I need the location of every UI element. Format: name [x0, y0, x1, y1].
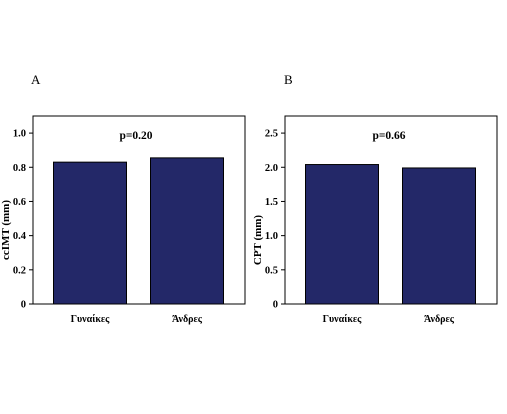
panel-b-ylabel: CPT (mm): [252, 215, 264, 266]
panel-a-ytick-label: 1.0: [13, 129, 26, 140]
panel-b-ytick-label: 0: [273, 300, 278, 311]
panel-a-category-label: Άνδρες: [172, 314, 203, 325]
panel-a-letter: A: [31, 72, 41, 87]
panel-a: A p=0.20 ccIMT (mm) 0 0.2 0.4 0.6 0.8 1.0 Γυνα…: [0, 72, 246, 325]
panel-b-category-label: Άνδρες: [424, 314, 455, 325]
panel-b-annotation: p=0.66: [372, 130, 405, 142]
panel-a-ytick-label: 0: [21, 300, 26, 311]
panel-a-plot: 0 0.2 0.4 0.6 0.8 1.0 Γυναίκες Άνδρες: [13, 115, 246, 325]
panel-b: B p=0.66 CPT (mm) 0 0.5 1.0 1.5 2.0 2.5 Γυναίκ…: [252, 72, 498, 325]
panel-a-ytick-label: 0.4: [13, 231, 27, 242]
panel-b-ytick-label: 0.5: [265, 265, 278, 276]
panel-b-frame: [284, 115, 498, 305]
panel-a-category-label: Γυναίκες: [71, 314, 111, 325]
panel-b-letter: B: [284, 72, 293, 87]
panel-b-ytick-label: 1.5: [265, 197, 278, 208]
panel-b-plot: 0 0.5 1.0 1.5 2.0 2.5 Γυναίκες Άνδρες: [265, 115, 498, 325]
panel-a-bar: [53, 161, 127, 305]
panel-a-frame: [32, 115, 246, 305]
panel-b-category-label: Γυναίκες: [323, 314, 363, 325]
panel-b-ytick-label: 2.0: [265, 163, 278, 174]
panel-a-bar: [150, 157, 224, 305]
panel-a-ytick-label: 0.2: [13, 265, 26, 276]
panel-a-ytick-label: 0.8: [13, 163, 26, 174]
panel-a-ylabel: ccIMT (mm): [0, 200, 12, 260]
panel-b-bar: [305, 164, 379, 305]
panel-b-ytick-label: 1.0: [265, 231, 278, 242]
panel-a-ytick-label: 0.6: [13, 197, 26, 208]
panel-a-annotation: p=0.20: [119, 130, 152, 142]
panel-b-bar: [402, 167, 476, 305]
panel-b-ytick-label: 2.5: [265, 129, 278, 140]
